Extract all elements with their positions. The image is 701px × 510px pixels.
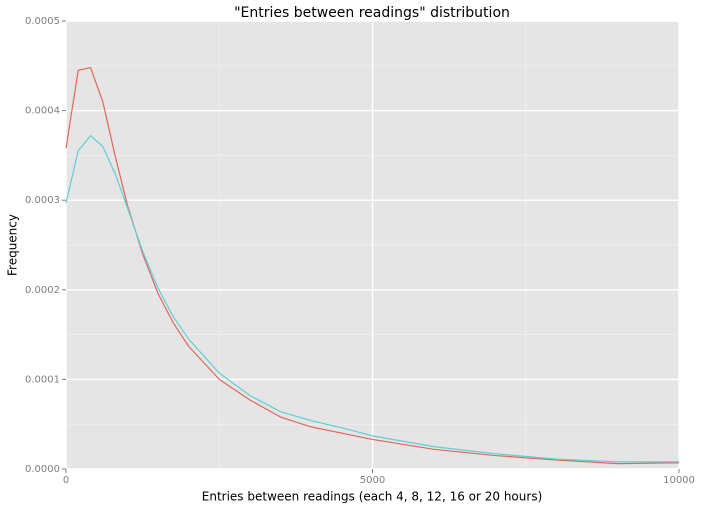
series-line [65,135,679,463]
chart-title: "Entries between readings" distribution [234,5,510,21]
x-tick-label: 0 [63,475,69,486]
x-axis-label: Entries between readings (each 4, 8, 12,… [202,490,543,504]
y-tick-label: 0.0004 [25,106,60,117]
y-axis-label: Frequency [6,214,20,276]
y-tick-label: 0.0005 [25,16,60,27]
y-tick-label: 0.0002 [25,285,60,296]
y-tick-label: 0.0000 [25,464,60,475]
x-tick-label: 5000 [360,475,385,486]
x-tick-label: 10000 [663,475,695,486]
y-tick-label: 0.0003 [25,195,60,206]
y-tick-label: 0.0001 [25,374,60,385]
series-line [65,66,680,465]
lines [65,66,680,465]
grid [65,20,680,470]
